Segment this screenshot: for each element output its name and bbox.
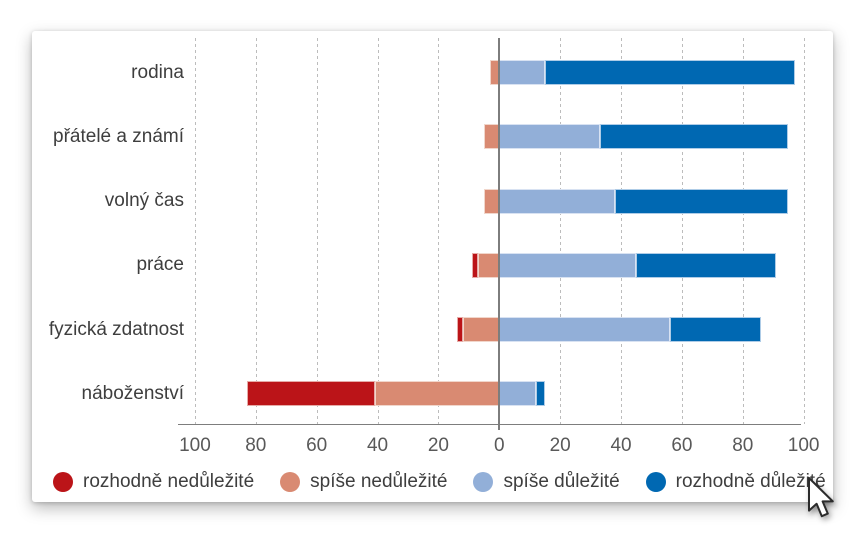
gridline bbox=[255, 38, 257, 424]
x-axis-tick-label: 100 bbox=[179, 435, 211, 456]
legend-swatch-salmon-icon bbox=[280, 472, 301, 492]
legend-swatch-light-blue-icon bbox=[473, 472, 494, 492]
category-label: přátelé a známí bbox=[53, 125, 184, 147]
legend-item-rozhodne-nedulezite: rozhodně nedůležité bbox=[53, 471, 254, 493]
bar-segment-spíše-nedůležité bbox=[374, 381, 500, 407]
legend-label: spíše důležité bbox=[503, 471, 620, 492]
bar-segment-rozhodně-důležité bbox=[636, 252, 777, 278]
gridline bbox=[377, 38, 379, 424]
bar-segment-rozhodně-důležité bbox=[599, 124, 789, 150]
bar-segment-rozhodně-důležité bbox=[535, 381, 545, 407]
legend-label: rozhodně důležité bbox=[675, 471, 826, 492]
gridline bbox=[316, 38, 318, 424]
category-label: volný čas bbox=[104, 190, 184, 211]
category-label: fyzická zdatnost bbox=[48, 318, 184, 340]
legend-item-spise-dulezite: spíše důležité bbox=[473, 471, 620, 493]
gridline bbox=[621, 38, 623, 424]
gridline bbox=[560, 38, 562, 424]
x-axis-tick-label: 100 bbox=[787, 435, 820, 456]
legend-swatch-dark-red-icon bbox=[53, 472, 73, 492]
bar-segment-rozhodně-důležité bbox=[669, 317, 762, 342]
x-axis-tick-label: 20 bbox=[549, 435, 571, 456]
gridline bbox=[438, 38, 440, 424]
gridline bbox=[803, 38, 805, 424]
x-axis-tick-label: 40 bbox=[610, 435, 632, 456]
legend-label: spíše nedůležité bbox=[310, 471, 448, 492]
legend-item-rozhodne-dulezite: rozhodně důležité bbox=[645, 471, 826, 493]
x-axis-tick-label: 40 bbox=[366, 435, 389, 456]
bar-segment-spíše-důležité bbox=[499, 60, 545, 85]
gridline bbox=[681, 38, 683, 424]
bar-segment-rozhodně-důležité bbox=[614, 188, 789, 214]
zero-axis-line bbox=[498, 38, 501, 430]
category-label: náboženství bbox=[81, 382, 184, 404]
bar-segment-rozhodně-nedůležité bbox=[456, 317, 463, 342]
x-axis-tick-label: 60 bbox=[671, 435, 693, 456]
bar-segment-spíše-důležité bbox=[499, 252, 637, 278]
gridline bbox=[194, 38, 196, 424]
bar-segment-spíše-důležité bbox=[499, 188, 615, 214]
bar-segment-rozhodně-nedůležité bbox=[471, 252, 478, 278]
mouse-cursor-icon bbox=[808, 477, 834, 518]
legend-swatch-dark-blue-icon bbox=[645, 472, 666, 492]
bar-segment-spíše-důležité bbox=[499, 317, 670, 342]
x-axis-line bbox=[178, 423, 801, 425]
legend-item-spise-nedulezite: spíše nedůležité bbox=[280, 471, 447, 493]
bar-segment-spíše-důležité bbox=[499, 124, 600, 150]
chart-card: 100 80 60 40 20 0 20 40 60 80 100 rodina přátelé a z… bbox=[32, 31, 833, 502]
bar-segment-spíše-nedůležité bbox=[484, 124, 500, 150]
gridline bbox=[742, 38, 744, 424]
x-axis-tick-label: 20 bbox=[427, 435, 449, 456]
bar-segment-rozhodně-nedůležité bbox=[246, 381, 375, 407]
x-axis-tick-label: 80 bbox=[732, 435, 754, 456]
plot-area: 100 80 60 40 20 0 20 40 60 80 100 rodina přátelé a z… bbox=[32, 31, 833, 502]
chart-legend: rozhodně nedůležité spíše nedůležité spí… bbox=[53, 471, 826, 493]
x-axis-tick-label: 60 bbox=[306, 435, 328, 456]
bar-segment-rozhodně-důležité bbox=[544, 60, 795, 85]
bar-segment-spíše-důležité bbox=[499, 381, 536, 407]
category-label: rodina bbox=[131, 61, 184, 83]
bar-segment-spíše-nedůležité bbox=[484, 188, 500, 214]
legend-label: rozhodně nedůležité bbox=[83, 471, 255, 492]
x-axis-tick-label: 0 bbox=[494, 435, 505, 456]
x-axis-tick-label: 80 bbox=[245, 435, 267, 456]
bar-segment-spíše-nedůležité bbox=[477, 252, 500, 278]
category-label: práce bbox=[136, 254, 184, 276]
bar-segment-spíše-nedůležité bbox=[462, 317, 500, 342]
